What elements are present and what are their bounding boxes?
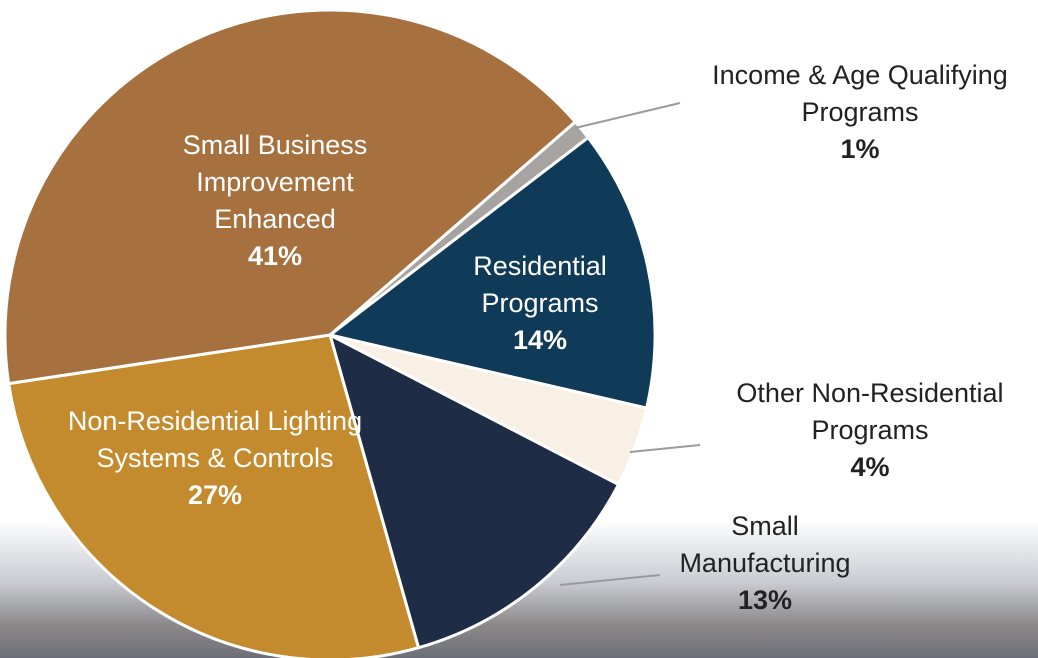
pie-slice: [6, 333, 421, 658]
value-label: 1%: [840, 134, 880, 164]
category-label: Residential Programs: [473, 251, 607, 318]
slice-label: Non-Residential Lighting Systems & Contr…: [65, 403, 365, 514]
slice-label: Income & Age Qualifying Programs 1%: [680, 57, 1038, 168]
category-label: Small Business Improvement Enhanced: [182, 130, 368, 234]
category-label: Other Non-Residential Programs: [736, 378, 1004, 445]
category-label: Income & Age Qualifying Programs: [712, 60, 1008, 127]
leader-line: [629, 444, 701, 453]
value-label: 41%: [247, 241, 303, 271]
slice-label: Small Business Improvement Enhanced 41%: [140, 127, 410, 275]
pie-slice: [326, 135, 657, 410]
category-label: Non-Residential Lighting Systems & Contr…: [67, 406, 363, 473]
value-label: 4%: [850, 452, 890, 482]
leader-line: [559, 574, 661, 586]
slice-label: Other Non-Residential Programs 4%: [700, 375, 1038, 486]
slice-label: Residential Programs 14%: [440, 248, 640, 359]
leader-line: [574, 102, 681, 129]
pie-slice: [327, 332, 621, 650]
slice-label: Small Manufacturing 13%: [655, 508, 875, 619]
value-label: 14%: [512, 325, 568, 355]
value-label: 13%: [737, 585, 793, 615]
pie-slice: [3, 8, 578, 386]
value-label: 27%: [187, 480, 243, 510]
category-label: Small Manufacturing: [679, 511, 851, 578]
